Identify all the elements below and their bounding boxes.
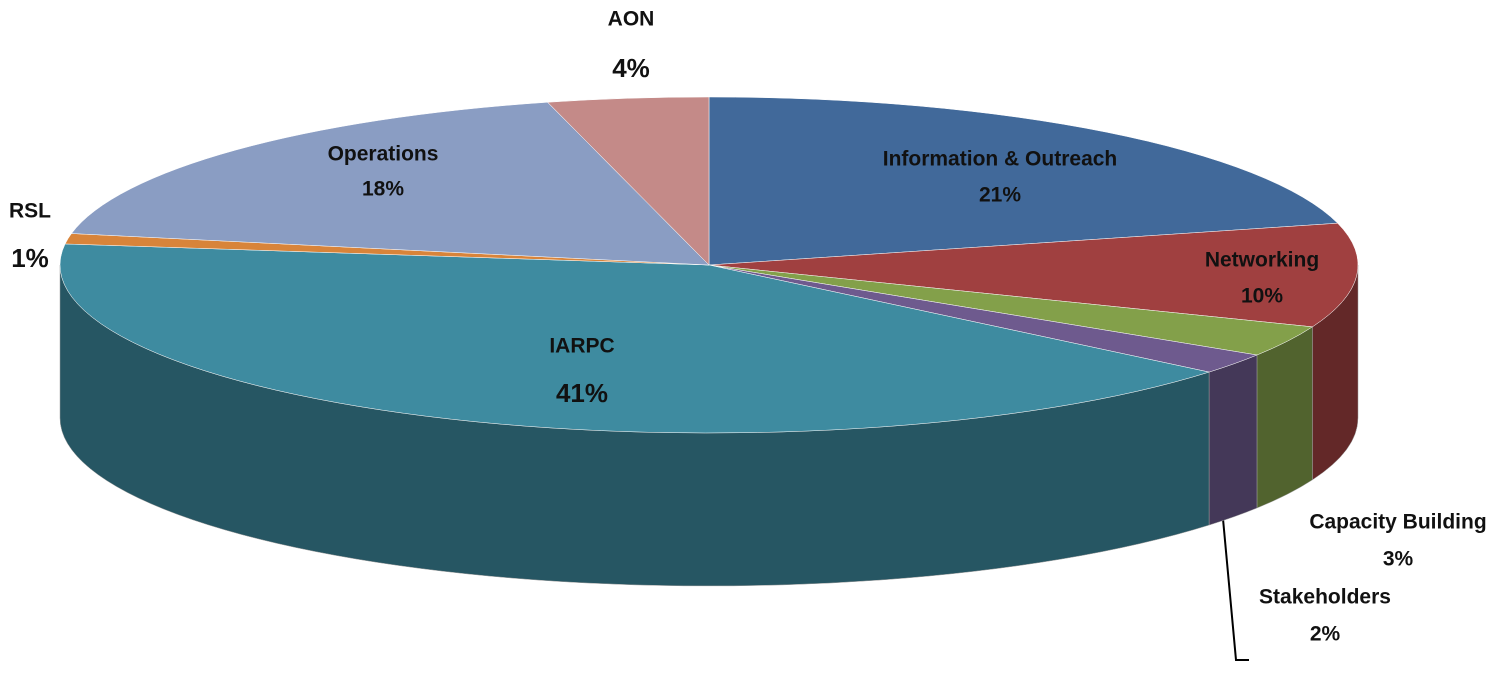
pie-slice [71, 102, 710, 266]
slice-value-label: 1% [11, 243, 49, 273]
slice-value-label: 10% [1241, 285, 1283, 308]
slice-label: Networking [1205, 249, 1319, 272]
pie-slice [59, 243, 1211, 434]
slice-value-label: 41% [556, 378, 608, 408]
pie-slice [708, 96, 1339, 266]
slice-value-label: 3% [1383, 548, 1414, 571]
slice-label: AON [608, 8, 655, 31]
slice-label: Capacity Building [1309, 511, 1486, 534]
slice-label: RSL [9, 200, 51, 223]
pie-side [1256, 326, 1313, 509]
pie-slice [708, 222, 1359, 328]
leader-line [1221, 507, 1249, 661]
slice-value-label: 2% [1310, 623, 1341, 646]
pie-side [1208, 354, 1258, 526]
slice-label: IARPC [549, 335, 614, 358]
slice-value-label: 18% [362, 178, 404, 201]
slice-label: Information & Outreach [883, 148, 1118, 171]
pie-slice [547, 96, 710, 266]
slice-value-label: 21% [979, 184, 1021, 207]
slice-label: Operations [328, 143, 439, 166]
slice-label: Stakeholders [1259, 586, 1391, 609]
slice-value-label: 4% [612, 53, 650, 83]
